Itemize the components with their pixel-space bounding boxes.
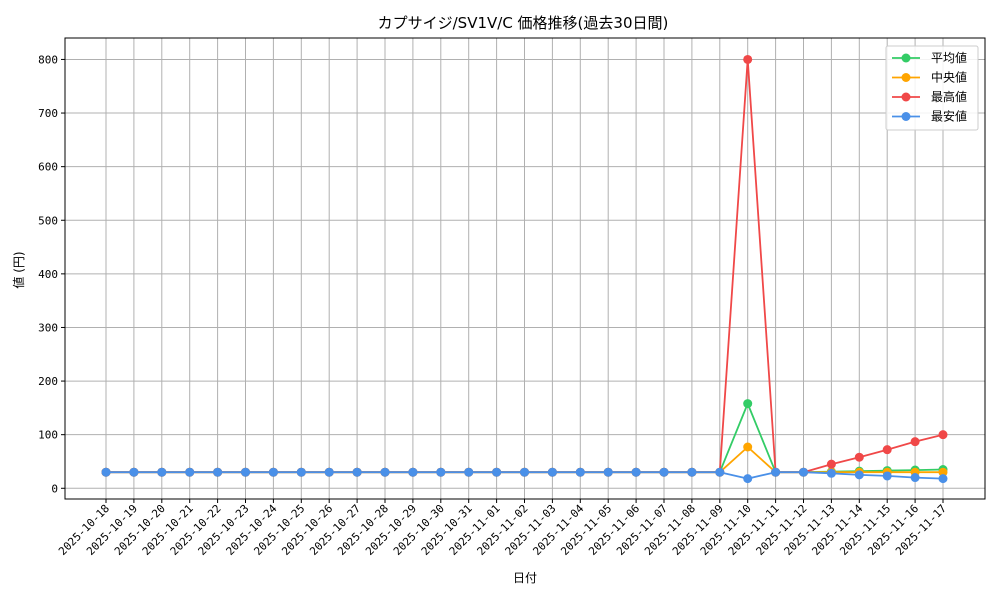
- legend-label: 平均値: [931, 50, 967, 65]
- data-point: [352, 467, 362, 477]
- y-tick-label: 500: [38, 214, 58, 227]
- legend-marker: [901, 112, 911, 121]
- data-point: [743, 399, 753, 409]
- data-point: [268, 467, 278, 477]
- data-point: [882, 471, 892, 481]
- data-point: [715, 467, 725, 477]
- data-point: [910, 437, 920, 447]
- data-point: [826, 459, 836, 469]
- data-point: [157, 467, 167, 477]
- series-4: [101, 467, 948, 484]
- legend-label: 最高値: [931, 89, 967, 104]
- legend-item: 最安値: [892, 109, 967, 124]
- y-axis-ticks: 0 100 200 300 400 500 600 700 800: [38, 53, 65, 495]
- y-tick-label: 400: [38, 268, 58, 281]
- data-point: [854, 452, 864, 462]
- data-point: [882, 445, 892, 455]
- data-point: [771, 467, 781, 477]
- data-point: [938, 430, 948, 440]
- data-point: [296, 467, 306, 477]
- data-point: [213, 467, 223, 477]
- data-point: [938, 467, 948, 477]
- legend-item: 最高値: [892, 89, 967, 104]
- data-point: [659, 467, 669, 477]
- data-point: [520, 467, 529, 477]
- legend-item: 中央値: [892, 70, 967, 85]
- data-point: [938, 474, 948, 484]
- data-point: [464, 467, 474, 477]
- data-point: [910, 473, 920, 483]
- y-tick-label: 600: [38, 161, 58, 174]
- data-point: [603, 467, 613, 477]
- data-point: [826, 468, 836, 478]
- data-point: [854, 470, 864, 480]
- legend-marker: [901, 53, 911, 63]
- data-point: [101, 467, 111, 477]
- chart-title: カプサイジ/SV1V/C 価格推移(過去30日間): [378, 14, 669, 32]
- y-tick-label: 300: [38, 321, 58, 334]
- data-point: [129, 467, 139, 477]
- data-point: [743, 54, 753, 64]
- series-layer: [101, 54, 948, 484]
- data-point: [380, 467, 390, 477]
- data-point: [547, 467, 557, 477]
- legend-marker: [901, 73, 911, 82]
- legend-label: 最安値: [931, 109, 967, 124]
- legend-item: 平均値: [892, 50, 967, 65]
- data-point: [743, 474, 753, 484]
- y-tick-label: 700: [38, 107, 58, 120]
- data-point: [492, 467, 502, 477]
- data-point: [799, 467, 808, 477]
- data-point: [436, 467, 446, 477]
- data-point: [241, 467, 250, 477]
- y-axis-label: 値 (円): [11, 251, 26, 288]
- data-point: [185, 467, 195, 477]
- x-axis-label: 日付: [513, 571, 537, 585]
- legend-frame: [885, 45, 979, 131]
- y-tick-label: 800: [38, 53, 58, 66]
- data-point: [324, 467, 334, 477]
- y-tick-label: 100: [38, 429, 58, 442]
- legend-marker: [901, 92, 911, 102]
- grid-lines: [65, 38, 985, 499]
- legend-label: 中央値: [931, 70, 967, 85]
- data-point: [575, 467, 585, 477]
- data-point: [743, 442, 753, 452]
- y-tick-label: 200: [38, 375, 58, 388]
- data-point: [631, 467, 641, 477]
- data-point: [687, 467, 697, 477]
- y-tick-label: 0: [51, 482, 58, 495]
- data-point: [408, 467, 418, 477]
